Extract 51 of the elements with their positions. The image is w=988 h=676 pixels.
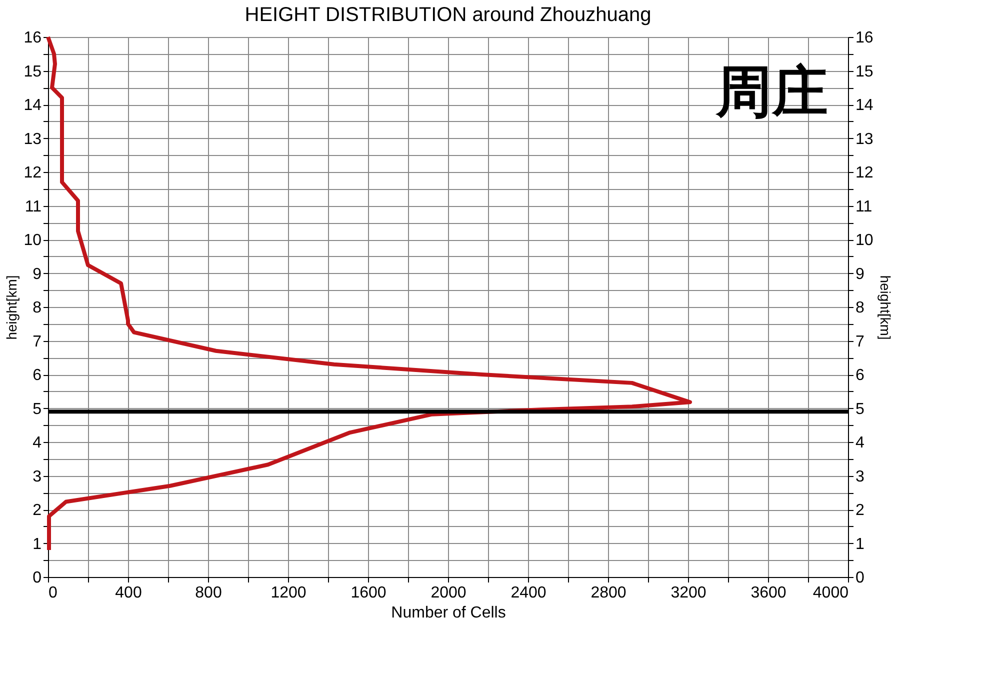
y2-tick-label: 8	[856, 300, 864, 316]
y2-tick-label: 13	[856, 130, 874, 148]
y-tick-label: 16	[24, 30, 42, 46]
y2-axis-title: height[km]	[877, 275, 894, 340]
x-tick-label: 1200	[270, 584, 306, 602]
y-tick-label: 10	[24, 232, 42, 249]
y2-tick-label: 11	[856, 198, 872, 216]
y-tick-label: 4	[32, 434, 42, 452]
y2-tick-label: 1	[856, 536, 864, 553]
y2-tick-label: 7	[856, 333, 864, 350]
x-tick-label: 0	[48, 584, 58, 602]
y2-tick-label: 14	[856, 97, 874, 114]
chart-title: HEIGHT DISTRIBUTION around Zhouzhuang	[244, 4, 652, 26]
y2-tick-label: 9	[856, 266, 864, 283]
x-tick-label: 4000	[812, 584, 849, 602]
y2-tick-label: 15	[856, 63, 874, 80]
x-tick-label: 3600	[750, 584, 786, 602]
y-tick-label: 0	[32, 570, 42, 586]
y-tick-label: 13	[24, 130, 42, 148]
x-tick-label: 2800	[590, 584, 626, 602]
y-tick-label: 15	[24, 63, 42, 80]
y-tick-label: 9	[32, 266, 42, 283]
y-tick-label: 5	[32, 400, 42, 418]
y2-tick-label: 12	[856, 164, 874, 182]
y-axis-title: height[km]	[4, 275, 20, 340]
y-tick-label: 8	[32, 300, 42, 316]
x-tick-label: 2000	[430, 584, 466, 602]
y2-tick-label: 5	[856, 400, 864, 418]
x-axis-title: Number of Cells	[391, 604, 506, 622]
y2-tick-label: 0	[856, 570, 864, 586]
y-tick-label: 2	[32, 502, 42, 519]
y-tick-label: 11	[24, 198, 42, 216]
y-tick-label: 7	[32, 333, 42, 350]
y-tick-label: 3	[32, 468, 42, 486]
y2-tick-label: 2	[856, 502, 864, 519]
x-tick-label: 800	[195, 584, 222, 602]
x-tick-label: 2400	[510, 584, 546, 602]
y2-tick-label: 4	[856, 434, 864, 452]
x-tick-label: 3200	[670, 584, 706, 602]
x-tick-label: 400	[115, 584, 142, 602]
y-tick-label: 14	[24, 97, 42, 114]
y-tick-label: 12	[24, 164, 42, 182]
line-series	[46, 35, 692, 552]
annotation: 周庄	[715, 60, 828, 125]
x-tick-label: 1600	[350, 584, 386, 602]
y2-tick-label: 16	[856, 30, 874, 46]
y2-tick-label: 10	[856, 232, 874, 249]
y2-tick-label: 6	[856, 367, 864, 384]
y-tick-label: 6	[32, 367, 42, 384]
y-tick-label: 1	[32, 536, 42, 553]
y2-tick-label: 3	[856, 468, 864, 486]
